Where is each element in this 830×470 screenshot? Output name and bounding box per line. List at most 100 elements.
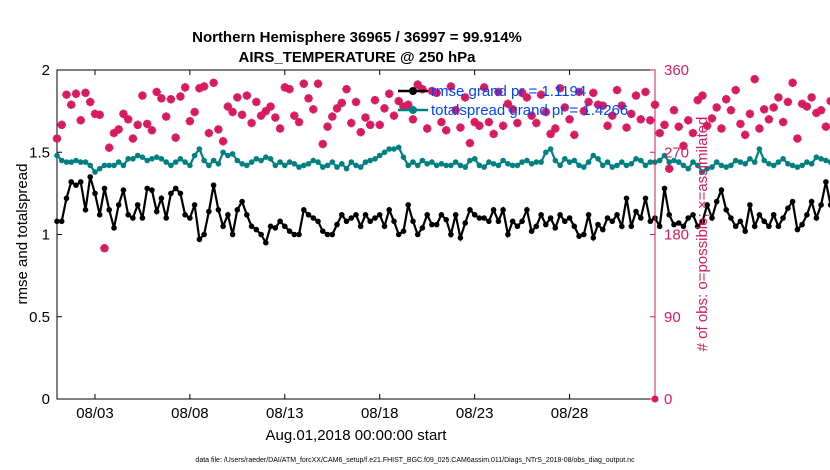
- rmse-point: [524, 207, 530, 213]
- spread-point: [808, 161, 815, 167]
- spread-point: [462, 164, 469, 170]
- spread-point: [490, 161, 497, 167]
- obs-point: [57, 120, 66, 130]
- obs-point: [86, 97, 95, 107]
- chart-marks: [52, 74, 830, 403]
- obs-point: [332, 104, 342, 113]
- obs-point: [290, 111, 299, 120]
- rmse-point: [500, 207, 506, 213]
- obs-point: [309, 105, 318, 114]
- spread-point: [538, 159, 544, 165]
- spread-point: [585, 159, 592, 165]
- obs-point: [199, 82, 209, 91]
- obs-point: [517, 88, 527, 98]
- rmse-point: [761, 218, 767, 225]
- rmse-point: [471, 212, 478, 218]
- rmse-point: [315, 218, 321, 225]
- obs-point: [759, 105, 769, 114]
- rmse-point: [766, 223, 772, 230]
- rmse-point: [120, 187, 127, 193]
- rmse-point: [163, 215, 169, 221]
- spread-point: [424, 161, 431, 167]
- rmse-point: [566, 215, 573, 221]
- spread-point: [614, 162, 620, 169]
- legend-rmse-marker: [409, 87, 417, 95]
- spread-point: [766, 161, 772, 167]
- rmse-point: [153, 208, 160, 215]
- rmse-point: [310, 215, 317, 221]
- x-tick-label: 08/23: [456, 405, 494, 422]
- rmse-point: [101, 185, 108, 192]
- spread-point: [77, 159, 84, 165]
- obs-point: [555, 84, 565, 93]
- rmse-point: [386, 207, 393, 213]
- spread-point: [419, 157, 426, 164]
- obs-point: [636, 115, 645, 124]
- obs-point: [740, 130, 750, 140]
- spread-point: [376, 152, 383, 159]
- obs-point: [721, 95, 731, 104]
- obs-point: [399, 102, 408, 111]
- spread-point: [139, 154, 146, 160]
- y-tick-label-left: 0: [42, 391, 50, 408]
- spread-point: [163, 159, 169, 165]
- obs-point: [693, 95, 702, 105]
- rmse-point: [538, 212, 544, 218]
- spread-point: [633, 156, 639, 162]
- spread-point: [732, 157, 739, 164]
- spread-point: [220, 149, 226, 156]
- spread-point: [680, 162, 687, 169]
- spread-point: [595, 156, 601, 162]
- rmse-point: [177, 190, 184, 197]
- spread-point: [438, 161, 445, 167]
- rmse-point: [694, 223, 701, 230]
- spread-point: [191, 152, 198, 159]
- obs-point: [318, 139, 327, 149]
- spread-point: [92, 169, 98, 175]
- spread-point: [144, 157, 150, 164]
- rmse-point: [671, 221, 677, 228]
- rmse-point: [334, 221, 340, 228]
- obs-point: [313, 79, 323, 88]
- spread-point: [158, 156, 165, 162]
- rmse-point: [799, 221, 805, 228]
- spread-point: [201, 157, 207, 164]
- rmse-point: [248, 223, 255, 230]
- rmse-point: [623, 195, 630, 202]
- rmse-point: [73, 182, 79, 188]
- obs-point: [247, 118, 256, 128]
- obs-point: [280, 83, 290, 92]
- obs-point: [266, 102, 275, 111]
- spread-point: [704, 165, 710, 172]
- spread-point: [381, 149, 388, 156]
- obs-point: [185, 116, 195, 126]
- y-tick-label-right: 0: [664, 391, 672, 408]
- rmse-point: [571, 223, 578, 230]
- obs-point: [370, 95, 380, 105]
- rmse-point: [823, 179, 829, 185]
- rmse-point: [182, 212, 188, 218]
- obs-point: [252, 97, 261, 107]
- spread-point: [111, 162, 117, 169]
- rmse-point: [818, 202, 824, 208]
- obs-point: [460, 93, 470, 102]
- rmse-point: [391, 218, 397, 225]
- spread-point: [789, 162, 796, 169]
- rmse-point: [604, 215, 611, 221]
- obs-point: [337, 98, 346, 108]
- rmse-point: [353, 212, 359, 218]
- spread-point: [443, 162, 450, 169]
- obs-point: [62, 90, 71, 99]
- spread-point: [690, 159, 696, 165]
- obs-point: [342, 84, 351, 94]
- spread-point: [656, 157, 663, 164]
- spread-point: [286, 159, 293, 165]
- rmse-point: [481, 215, 487, 221]
- spread-point: [761, 157, 767, 164]
- spread-point: [571, 157, 578, 164]
- obs-point: [157, 94, 166, 103]
- rmse-point: [457, 235, 464, 241]
- rmse-point: [614, 212, 620, 218]
- rmse-point: [414, 231, 421, 238]
- obs-point: [508, 105, 517, 114]
